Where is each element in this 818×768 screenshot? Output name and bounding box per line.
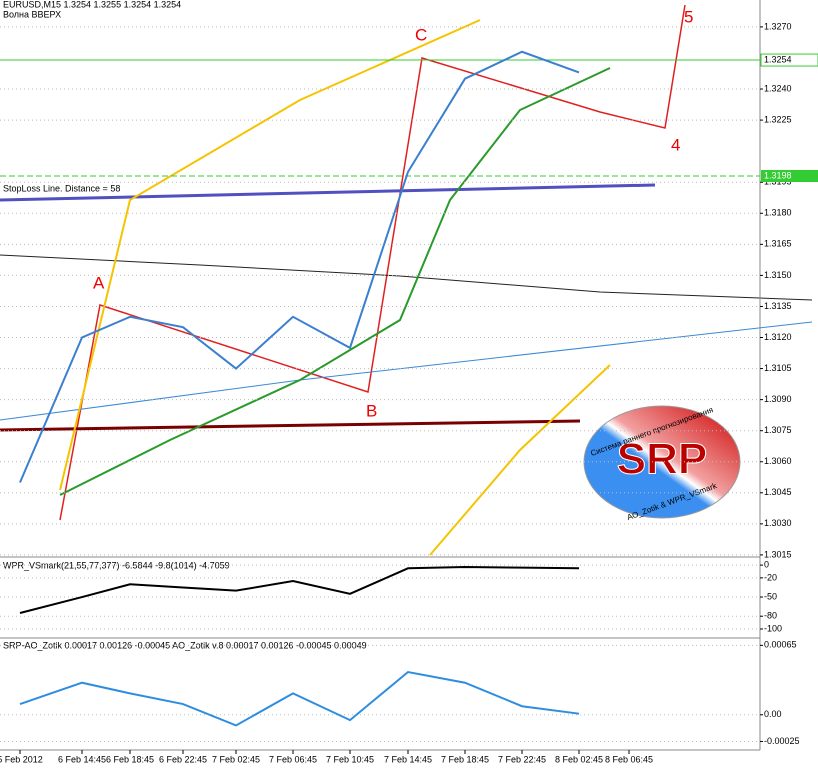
x-tick-label: 5 Feb 2012 [0, 754, 43, 764]
series-line [19, 670, 580, 727]
y-tick-label: 1.3270 [764, 21, 792, 31]
wave-label: C [415, 25, 427, 44]
series-line [19, 566, 580, 614]
y-tick-label: -80 [764, 611, 777, 621]
moving-average [59, 67, 611, 496]
x-tick-label: 6 Feb 14:45 [58, 754, 106, 764]
y-tick-label: 1.3150 [764, 270, 792, 280]
y-tick-label: 1.3030 [764, 518, 792, 528]
annotation: StopLoss Line. Distance = 58 [3, 183, 120, 193]
series-line [19, 50, 580, 483]
y-tick-label: 1.3135 [764, 301, 792, 311]
y-tick-label: 1.3015 [764, 549, 792, 559]
chart-subtitle: Волна ВВЕРХ [3, 9, 61, 19]
x-tick-label: 8 Feb 02:45 [555, 754, 603, 764]
trend-line [0, 419, 581, 432]
y-tick-label: 1.3225 [764, 114, 792, 124]
y-tick-label: 1.3045 [764, 487, 792, 497]
x-tick-label: 7 Feb 02:45 [212, 754, 260, 764]
y-tick-label: 0.00 [764, 709, 782, 719]
y-tick-label: 0 [764, 559, 769, 569]
x-tick-label: 6 Feb 22:45 [159, 754, 207, 764]
wave-label: B [366, 401, 377, 420]
y-tick-label: 1.3165 [764, 239, 792, 249]
x-tick-label: 7 Feb 22:45 [498, 754, 546, 764]
x-tick-label: 8 Feb 06:45 [605, 754, 653, 764]
x-tick-label: 7 Feb 14:45 [384, 754, 432, 764]
wave-line [59, 4, 686, 521]
chart-title: EURUSD,M15 1.3254 1.3255 1.3254 1.3254 [3, 0, 181, 9]
price-label-bg [760, 53, 818, 67]
y-tick-label: 1.3090 [764, 394, 792, 404]
price-label: 1.3198 [764, 170, 792, 180]
trend-line [0, 254, 813, 301]
y-tick-label: -100 [764, 623, 782, 633]
price-label: 1.3254 [764, 54, 792, 64]
y-tick-label: 1.3105 [764, 363, 792, 373]
x-tick-label: 7 Feb 06:45 [269, 754, 317, 764]
y-tick-label: 1.3240 [764, 83, 792, 93]
y-tick-label: 1.3060 [764, 456, 792, 466]
y-tick-label: 1.3180 [764, 208, 792, 218]
x-tick-label: 7 Feb 10:45 [326, 754, 374, 764]
y-tick-label: 0.00065 [764, 640, 797, 650]
y-tick-label: 1.3075 [764, 425, 792, 435]
y-tick-label: -50 [764, 591, 777, 601]
y-tick-label: 1.3120 [764, 332, 792, 342]
price-label-bg [761, 170, 818, 183]
logo-text: SRP [617, 435, 707, 484]
y-tick-label: -0.00025 [764, 736, 800, 746]
trend-line [0, 183, 656, 202]
moving-average [429, 364, 611, 556]
wave-label: 5 [684, 7, 693, 26]
x-tick-label: 7 Feb 18:45 [441, 754, 489, 764]
wave-label: 4 [671, 135, 680, 154]
y-tick-label: -20 [764, 572, 777, 582]
x-tick-label: 6 Feb 18:45 [106, 754, 154, 764]
wave-label: A [93, 273, 105, 292]
